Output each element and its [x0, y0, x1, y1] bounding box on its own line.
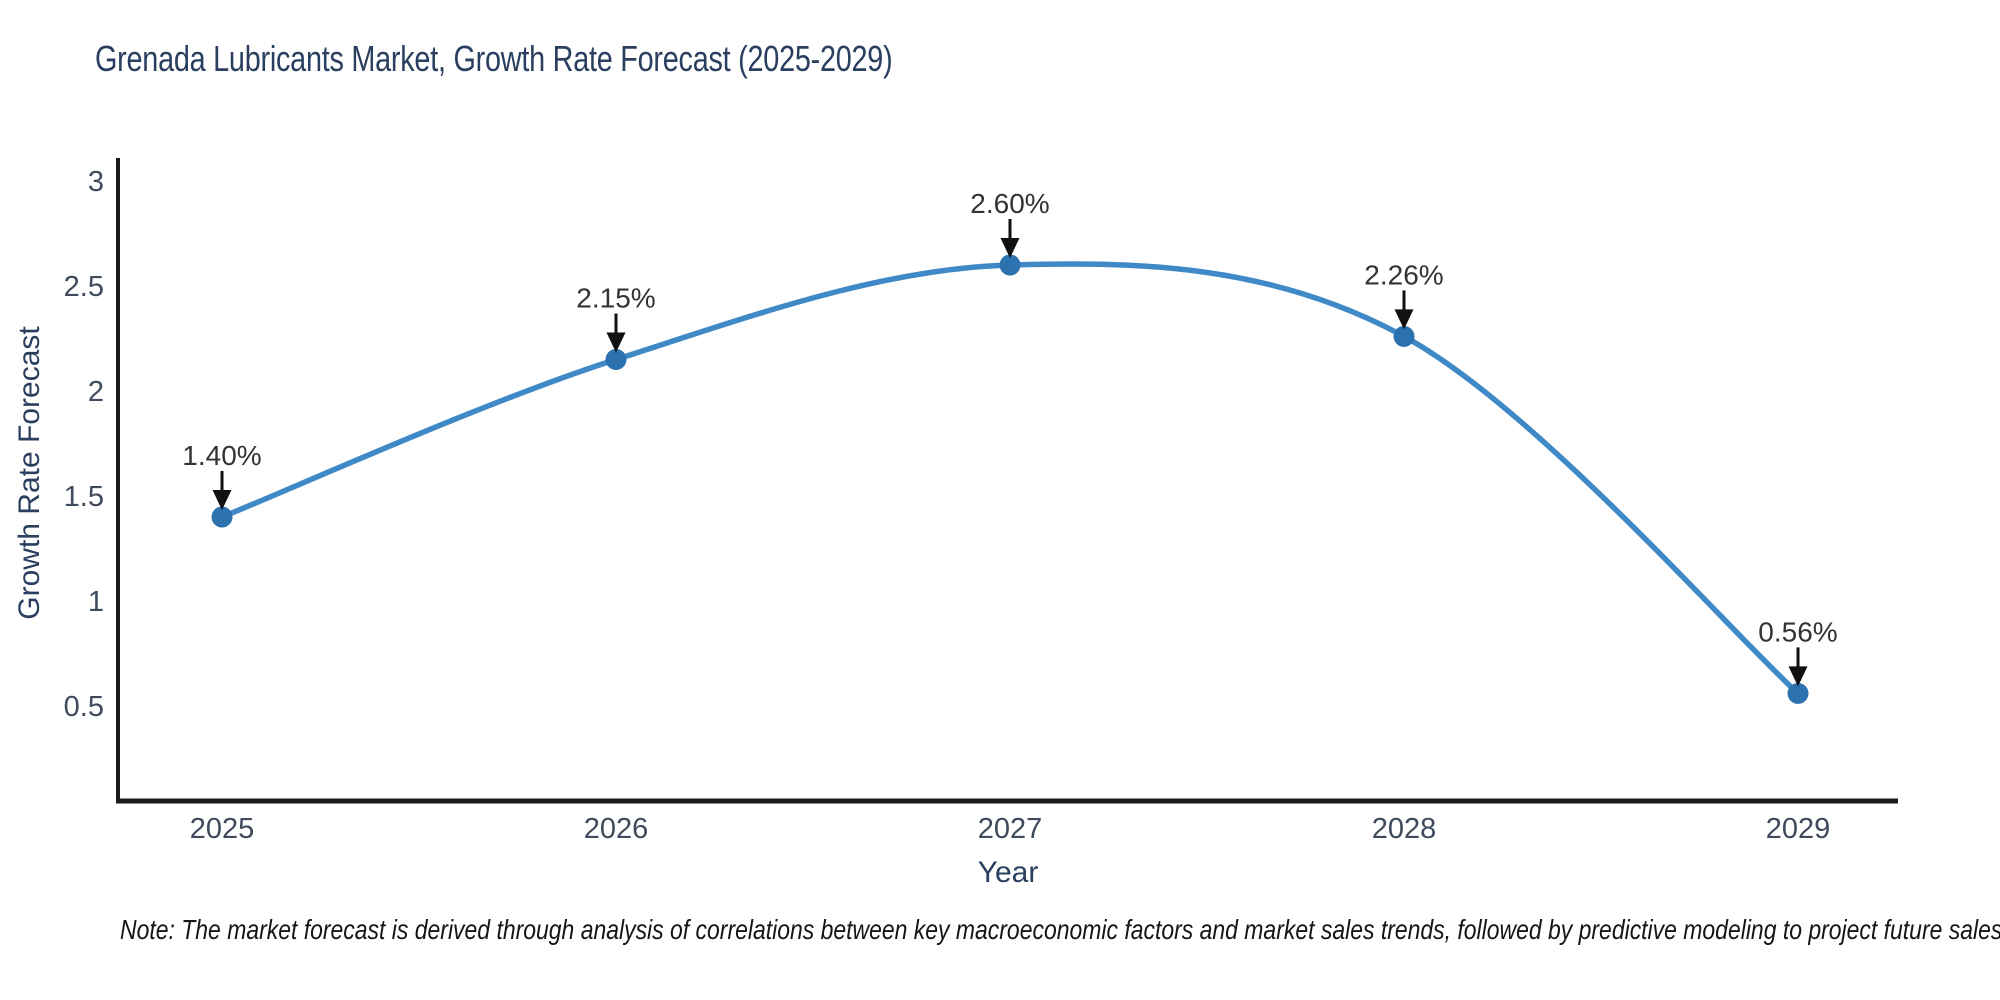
y-tick-label: 0.5 — [64, 691, 104, 723]
y-tick-label: 2 — [88, 376, 104, 408]
data-point-label: 2.15% — [576, 283, 655, 314]
x-tick-label: 2028 — [1372, 813, 1437, 845]
annotation-arrow-head — [1788, 666, 1808, 687]
data-point-label: 2.60% — [970, 188, 1049, 219]
annotation-arrow-head — [1394, 309, 1414, 330]
data-point-marker — [211, 506, 233, 528]
x-tick-label: 2029 — [1766, 813, 1831, 845]
data-point-marker — [1787, 682, 1809, 704]
annotation-arrow-head — [212, 490, 232, 510]
annotation-arrow-head — [1000, 238, 1020, 258]
y-tick-label: 1.5 — [64, 481, 104, 513]
x-axis-title: Year — [977, 856, 1039, 889]
chart-title: Grenada Lubricants Market, Growth Rate F… — [95, 38, 893, 79]
annotation-arrow-head — [606, 332, 626, 353]
data-point-marker — [999, 254, 1021, 276]
y-tick-label: 3 — [88, 166, 104, 198]
x-tick-label: 2027 — [978, 813, 1043, 845]
data-point-label: 1.40% — [182, 440, 261, 471]
y-tick-label: 1 — [88, 586, 104, 618]
footnote-container: Note: The market forecast is derived thr… — [120, 914, 2000, 960]
footnote-text: Note: The market forecast is derived thr… — [120, 914, 2000, 945]
data-point-label: 2.26% — [1364, 259, 1443, 290]
y-tick-label: 2.5 — [64, 271, 104, 303]
data-point-marker — [1393, 325, 1415, 347]
x-tick-label: 2025 — [190, 813, 255, 845]
data-point-marker — [605, 349, 627, 370]
data-point-label: 0.56% — [1758, 616, 1837, 647]
trend-line — [219, 261, 1801, 697]
x-tick-label: 2026 — [584, 813, 649, 845]
